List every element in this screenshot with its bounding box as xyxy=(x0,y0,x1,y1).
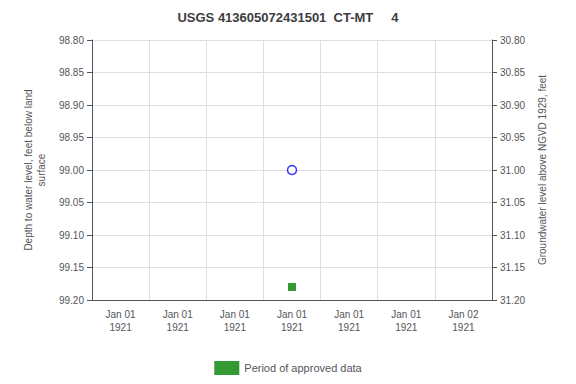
svg-text:Jan 01: Jan 01 xyxy=(220,309,250,320)
svg-text:30.85: 30.85 xyxy=(500,67,525,78)
svg-text:1921: 1921 xyxy=(281,322,304,333)
svg-text:99.15: 99.15 xyxy=(59,262,84,273)
svg-text:1921: 1921 xyxy=(452,322,475,333)
svg-text:31.00: 31.00 xyxy=(500,165,525,176)
svg-text:Jan 01: Jan 01 xyxy=(277,309,307,320)
svg-text:30.80: 30.80 xyxy=(500,35,525,46)
svg-text:1921: 1921 xyxy=(167,322,190,333)
svg-text:1921: 1921 xyxy=(395,322,418,333)
svg-text:1921: 1921 xyxy=(109,322,132,333)
svg-text:99.10: 99.10 xyxy=(59,230,84,241)
svg-text:31.05: 31.05 xyxy=(500,197,525,208)
svg-text:98.95: 98.95 xyxy=(59,132,84,143)
svg-text:Jan 02: Jan 02 xyxy=(448,309,478,320)
svg-text:Jan 01: Jan 01 xyxy=(334,309,364,320)
svg-text:31.20: 31.20 xyxy=(500,295,525,306)
svg-text:98.90: 98.90 xyxy=(59,100,84,111)
svg-text:99.20: 99.20 xyxy=(59,295,84,306)
svg-text:Jan 01: Jan 01 xyxy=(391,309,421,320)
svg-text:Depth to water level, feet bel: Depth to water level, feet below land xyxy=(23,89,34,250)
svg-text:30.95: 30.95 xyxy=(500,132,525,143)
svg-text:31.15: 31.15 xyxy=(500,262,525,273)
svg-text:31.10: 31.10 xyxy=(500,230,525,241)
svg-text:1921: 1921 xyxy=(338,322,361,333)
svg-text:99.05: 99.05 xyxy=(59,197,84,208)
svg-text:USGS 413605072431501 CT-MT: USGS 413605072431501 CT-MT 4 xyxy=(177,10,399,25)
svg-text:98.85: 98.85 xyxy=(59,67,84,78)
svg-text:Period of approved data: Period of approved data xyxy=(244,362,362,374)
svg-text:Groundwater level above NGVD 1: Groundwater level above NGVD 1929, feet xyxy=(537,75,548,265)
svg-text:1921: 1921 xyxy=(224,322,247,333)
svg-text:98.80: 98.80 xyxy=(59,35,84,46)
svg-text:30.90: 30.90 xyxy=(500,100,525,111)
svg-text:99.00: 99.00 xyxy=(59,165,84,176)
svg-text:Jan 01: Jan 01 xyxy=(163,309,193,320)
svg-text:surface: surface xyxy=(36,153,47,186)
svg-text:Jan 01: Jan 01 xyxy=(106,309,136,320)
